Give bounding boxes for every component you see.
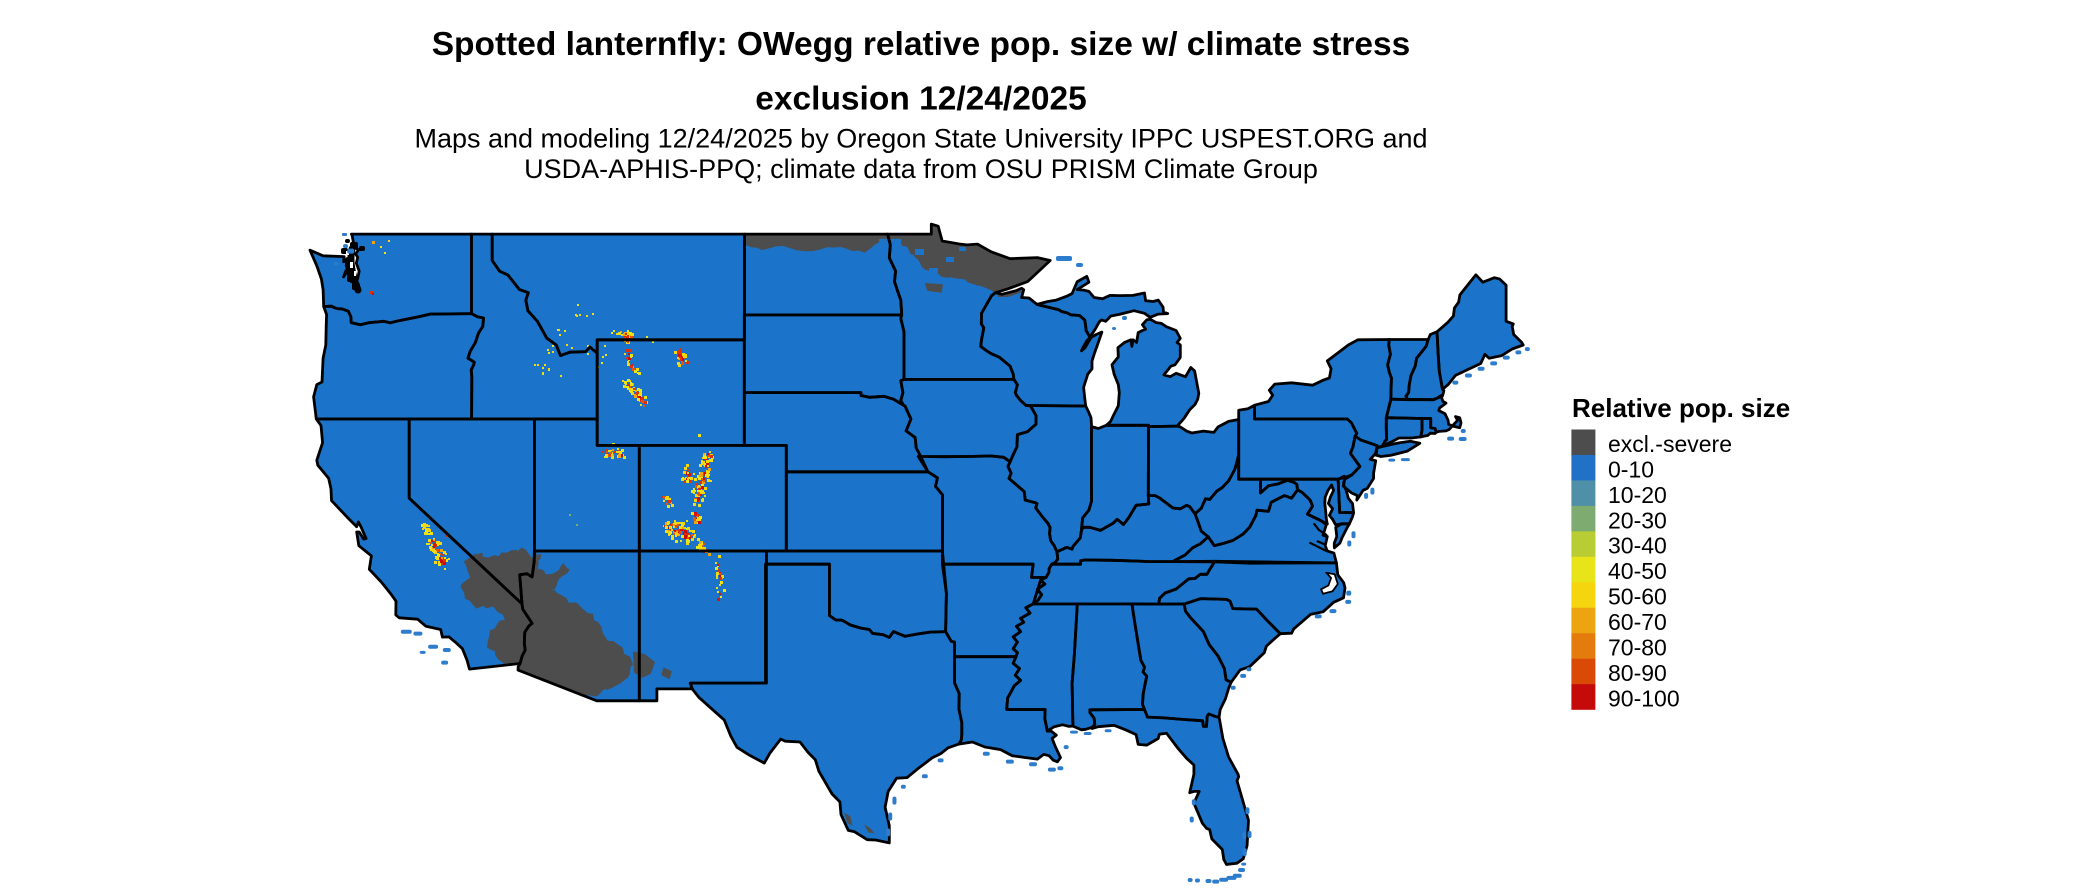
svg-text:90-100: 90-100 (1608, 686, 1680, 712)
svg-text:10-20: 10-20 (1608, 482, 1667, 508)
svg-text:60-70: 60-70 (1608, 609, 1667, 635)
svg-text:Spotted lanternfly: OWegg rela: Spotted lanternfly: OWegg relative pop. … (432, 26, 1411, 63)
svg-text:30-40: 30-40 (1608, 533, 1667, 559)
svg-text:exclusion 12/24/2025: exclusion 12/24/2025 (755, 81, 1087, 118)
svg-text:Maps and modeling 12/24/2025 b: Maps and modeling 12/24/2025 by Oregon S… (414, 124, 1427, 154)
svg-text:20-30: 20-30 (1608, 507, 1667, 533)
svg-text:excl.-severe: excl.-severe (1608, 431, 1732, 457)
svg-text:80-90: 80-90 (1608, 660, 1667, 686)
svg-text:0-10: 0-10 (1608, 456, 1654, 482)
svg-text:Relative pop. size: Relative pop. size (1572, 393, 1790, 423)
svg-text:USDA-APHIS-PPQ; climate data f: USDA-APHIS-PPQ; climate data from OSU PR… (524, 154, 1318, 184)
svg-text:70-80: 70-80 (1608, 635, 1667, 661)
svg-text:50-60: 50-60 (1608, 584, 1667, 610)
svg-text:40-50: 40-50 (1608, 558, 1667, 584)
